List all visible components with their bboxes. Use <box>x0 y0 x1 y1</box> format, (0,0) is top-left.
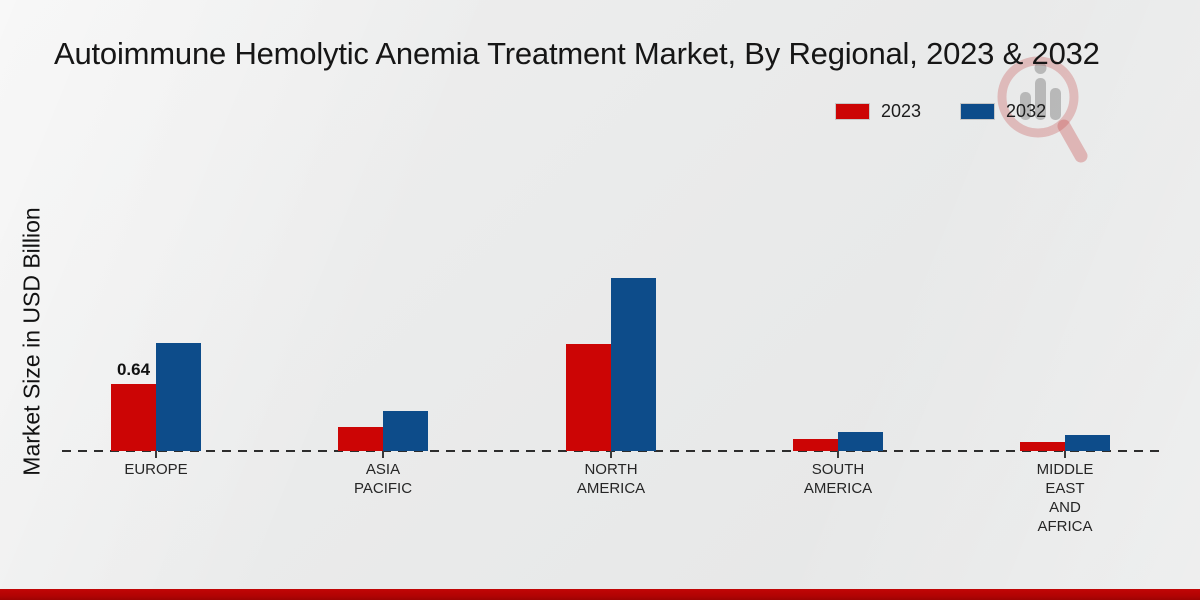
x-axis-tick-north-america <box>610 451 612 458</box>
category-label-north-america: NORTH AMERICA <box>576 461 646 497</box>
x-axis-tick-asia-pacific <box>382 451 384 458</box>
legend-swatch-2032 <box>961 104 995 119</box>
category-label-south-america: SOUTH AMERICA <box>803 461 873 497</box>
bar-2023-north-america <box>566 344 611 451</box>
bar-2032-asia-pacific <box>383 411 428 451</box>
bar-2032-europe <box>156 343 201 451</box>
chart-title: Autoimmune Hemolytic Anemia Treatment Ma… <box>54 36 1100 71</box>
x-axis-tick-europe <box>155 451 157 458</box>
legend-item-2032: 2032 <box>961 101 1046 122</box>
magnifier-bar-chart-icon <box>997 56 1088 163</box>
bar-2023-asia-pacific <box>338 427 383 451</box>
footer-accent-bar <box>0 589 1200 600</box>
x-axis-tick-middle-east-and-africa <box>1064 451 1066 458</box>
legend-label-2023: 2023 <box>881 101 922 121</box>
category-label-europe: EUROPE <box>124 461 188 478</box>
legend-swatch-2023 <box>836 104 869 119</box>
bar-2023-middle-east-and-africa <box>1020 442 1065 451</box>
category-label-asia-pacific: ASIA PACIFIC <box>353 461 413 497</box>
bar-2023-south-america <box>793 439 838 451</box>
legend-item-2023: 2023 <box>836 101 921 122</box>
bar-2023-europe <box>111 384 156 451</box>
bar-2032-middle-east-and-africa <box>1065 435 1110 451</box>
bar-2032-south-america <box>838 432 883 451</box>
x-axis-tick-south-america <box>837 451 839 458</box>
bar-2032-north-america <box>611 278 656 451</box>
legend: 2023 2032 <box>836 101 1046 122</box>
legend-label-2032: 2032 <box>1006 101 1047 121</box>
brand-watermark <box>982 48 1092 168</box>
data-label-2023-europe: 0.64 <box>116 360 151 379</box>
category-label-middle-east-and-africa: MIDDLE EAST AND AFRICA <box>1036 461 1094 535</box>
